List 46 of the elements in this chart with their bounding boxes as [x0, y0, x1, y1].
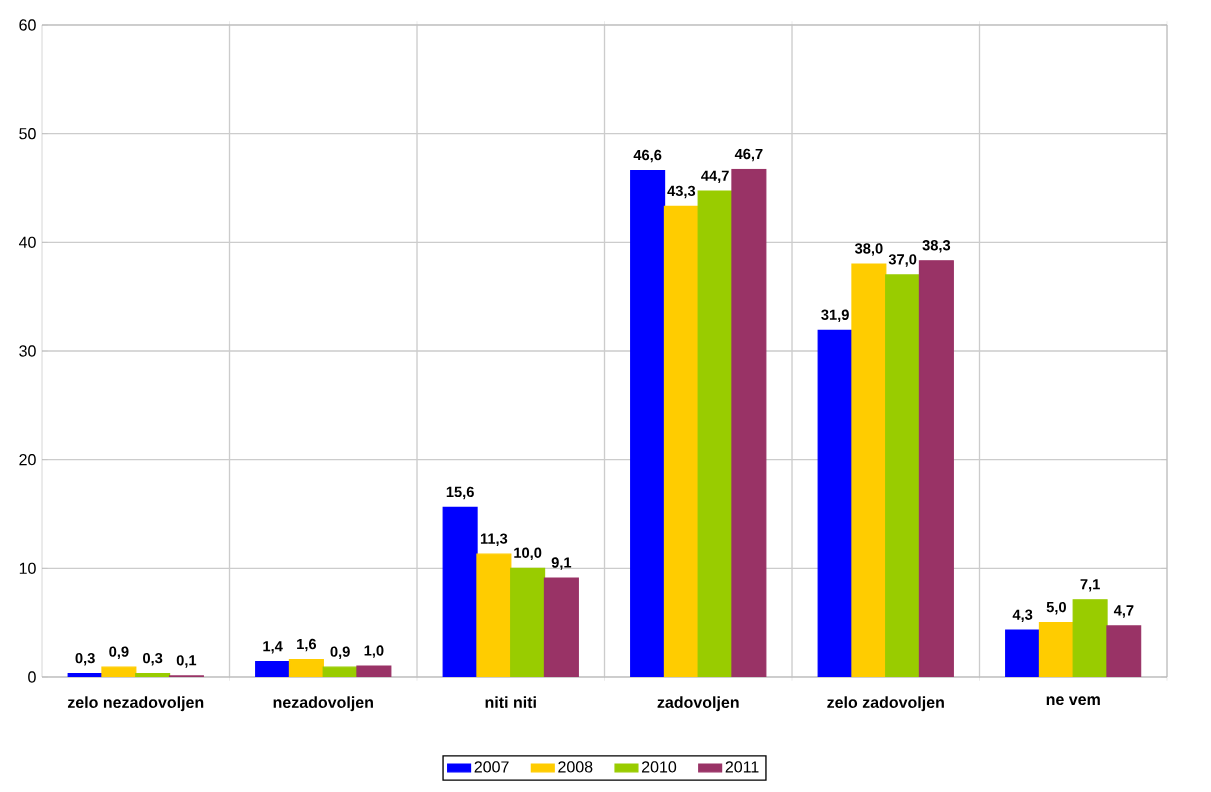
bar — [918, 260, 954, 677]
data-label: 7,1 — [1080, 579, 1100, 592]
bar — [731, 168, 767, 677]
data-label: 38,0 — [854, 243, 883, 256]
legend-label: 2011 — [725, 761, 759, 773]
legend-label: 2007 — [474, 761, 509, 773]
data-label: 1,6 — [297, 638, 317, 652]
y-tick-label: 10 — [19, 562, 36, 574]
data-label: 44,7 — [701, 170, 729, 183]
legend-label: 2008 — [558, 761, 593, 773]
legend-label: 2010 — [641, 761, 677, 773]
data-label: 31,9 — [821, 309, 849, 323]
data-label: 10,0 — [514, 547, 542, 561]
data-label: 4,7 — [1113, 605, 1134, 618]
data-label: 1,0 — [364, 645, 384, 658]
data-label: 5,0 — [1046, 601, 1066, 615]
x-tick-label: zelo zadovoljen — [827, 696, 944, 712]
data-label: 38,3 — [922, 240, 951, 253]
data-label: 0,9 — [109, 646, 129, 659]
y-tick-label: 20 — [19, 454, 36, 466]
data-label: 0,3 — [75, 652, 95, 666]
data-label: 46,7 — [734, 148, 763, 162]
data-label: 0,3 — [143, 652, 163, 666]
x-tick-label: zelo nezadovoljen — [67, 696, 204, 712]
data-label: 0,9 — [330, 646, 350, 659]
data-label: 46,6 — [633, 149, 662, 163]
x-tick-label: niti niti — [485, 696, 536, 709]
y-tick-label: 60 — [19, 19, 36, 31]
x-tick-label: ne vem — [1046, 696, 1100, 706]
data-label: 11,3 — [480, 533, 508, 546]
data-label: 15,6 — [446, 486, 474, 500]
data-label: 0,1 — [176, 655, 197, 668]
x-tick-label: nezadovoljen — [273, 696, 373, 712]
x-tick-label: zadovoljen — [657, 696, 739, 712]
bar — [543, 577, 579, 677]
data-label: 43,3 — [667, 185, 696, 199]
data-label: 1,4 — [263, 641, 283, 654]
bar — [356, 665, 392, 677]
data-label: 37,0 — [888, 254, 917, 267]
data-label: 4,3 — [1012, 609, 1033, 622]
y-tick-label: 0 — [28, 671, 36, 683]
data-label: 9,1 — [551, 557, 572, 570]
y-tick-label: 30 — [19, 345, 36, 357]
bar — [1106, 625, 1142, 677]
y-tick-label: 40 — [18, 236, 36, 248]
y-tick-label: 50 — [19, 128, 36, 140]
